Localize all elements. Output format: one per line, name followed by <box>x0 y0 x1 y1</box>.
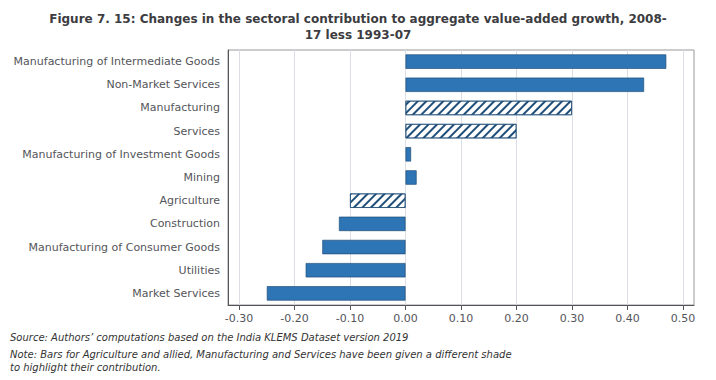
svg-text:0.10: 0.10 <box>449 312 474 325</box>
svg-text:Manufacturing of Investment Go: Manufacturing of Investment Goods <box>22 148 220 161</box>
svg-text:Utilities: Utilities <box>179 264 221 277</box>
svg-text:Non-Market Services: Non-Market Services <box>106 78 220 91</box>
svg-text:-0.20: -0.20 <box>280 312 308 325</box>
svg-text:Manufacturing of Consumer Good: Manufacturing of Consumer Goods <box>28 241 220 254</box>
svg-text:-0.30: -0.30 <box>225 312 253 325</box>
svg-text:Services: Services <box>174 125 221 138</box>
svg-text:17 less 1993-07: 17 less 1993-07 <box>305 28 412 42</box>
svg-text:Construction: Construction <box>150 217 220 230</box>
svg-text:0.20: 0.20 <box>504 312 529 325</box>
svg-text:Note: Bars for Agriculture and: Note: Bars for Agriculture and allied, M… <box>10 349 512 360</box>
svg-text:Source: Authors’ computations: Source: Authors’ computations based on t… <box>10 332 409 343</box>
svg-text:Market Services: Market Services <box>132 287 220 300</box>
svg-text:0.50: 0.50 <box>671 312 696 325</box>
svg-text:Mining: Mining <box>183 171 220 184</box>
svg-text:Agriculture: Agriculture <box>160 194 221 207</box>
svg-text:Manufacturing: Manufacturing <box>140 101 220 114</box>
svg-text:Manufacturing of Intermediate: Manufacturing of Intermediate Goods <box>14 55 221 68</box>
svg-text:Figure 7. 15: Changes in the s: Figure 7. 15: Changes in the sectoral co… <box>49 12 667 26</box>
svg-text:to highlight their contributio: to highlight their contribution. <box>10 362 161 373</box>
svg-text:-0.10: -0.10 <box>336 312 364 325</box>
svg-text:0.40: 0.40 <box>615 312 640 325</box>
svg-text:0.30: 0.30 <box>560 312 585 325</box>
svg-text:0.00: 0.00 <box>393 312 418 325</box>
